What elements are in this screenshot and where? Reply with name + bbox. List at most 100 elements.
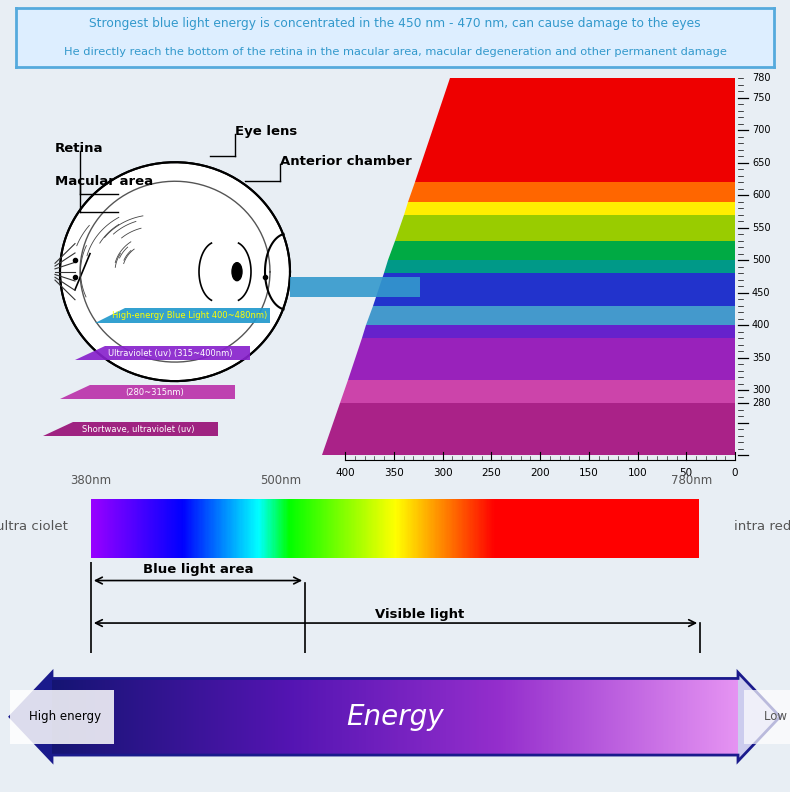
Bar [77,679,80,755]
Bar [259,679,261,755]
Bar [368,499,370,558]
Bar [288,679,291,755]
Bar [167,679,168,755]
Bar [278,679,280,755]
Bar [426,679,427,755]
Bar [357,679,359,755]
Bar [299,679,301,755]
Bar [253,499,254,558]
Bar [544,499,546,558]
Bar [172,499,174,558]
Bar [217,499,219,558]
Bar [230,499,231,558]
Bar [638,679,640,755]
Bar [530,499,531,558]
Bar [585,499,586,558]
Bar [264,499,265,558]
Bar [288,499,289,558]
Bar [549,679,551,755]
Polygon shape [95,308,270,322]
Bar [160,499,161,558]
Bar [529,679,531,755]
Bar [398,679,401,755]
Bar [589,679,590,755]
Bar [531,679,532,755]
Bar [685,679,687,755]
Bar [138,499,140,558]
Bar [124,679,126,755]
Text: (280~315nm): (280~315nm) [126,387,184,397]
Bar [356,499,357,558]
Bar [596,499,597,558]
Bar [190,499,192,558]
Bar [219,499,220,558]
Bar [556,679,558,755]
Bar [664,679,666,755]
Bar [641,499,642,558]
Bar [490,499,491,558]
Polygon shape [395,215,735,241]
Bar [453,679,455,755]
Bar [642,679,644,755]
Bar [649,499,650,558]
Bar [127,679,130,755]
Bar [626,679,628,755]
Bar [449,499,450,558]
Bar [553,679,555,755]
Bar [491,499,492,558]
Bar [316,679,318,755]
Bar [179,679,181,755]
Bar [736,679,738,755]
Bar [456,499,457,558]
Bar [584,679,585,755]
Bar [250,499,251,558]
Bar [125,499,126,558]
Bar [109,499,111,558]
Bar [369,679,371,755]
Bar [579,499,580,558]
Bar [73,679,74,755]
Bar [249,499,250,558]
Bar [505,679,506,755]
Bar [175,679,177,755]
Bar [249,679,251,755]
Bar [508,679,510,755]
Bar [384,499,386,558]
Bar [241,679,243,755]
Bar [653,679,654,755]
Bar [167,499,169,558]
Bar [472,679,474,755]
Bar [218,679,220,755]
Bar [100,679,102,755]
Bar [244,499,246,558]
Bar [605,499,607,558]
Bar [462,499,463,558]
Bar [104,499,105,558]
Bar [415,499,416,558]
Bar [685,499,686,558]
Bar [303,679,304,755]
Bar [565,679,566,755]
Bar [385,679,386,755]
Bar [574,499,575,558]
Bar [355,499,356,558]
Bar [103,679,105,755]
Bar [580,679,582,755]
Bar [86,679,88,755]
Bar [327,499,328,558]
Bar [666,679,668,755]
Bar [256,499,258,558]
Bar [81,679,83,755]
Bar [383,679,385,755]
Bar [189,679,191,755]
Bar [464,679,465,755]
Bar [408,679,411,755]
Bar [323,499,325,558]
Bar [625,499,626,558]
Bar [625,679,626,755]
Bar [682,679,683,755]
Bar [634,499,636,558]
Bar [720,679,723,755]
Text: 400: 400 [752,320,770,330]
Bar [562,679,563,755]
